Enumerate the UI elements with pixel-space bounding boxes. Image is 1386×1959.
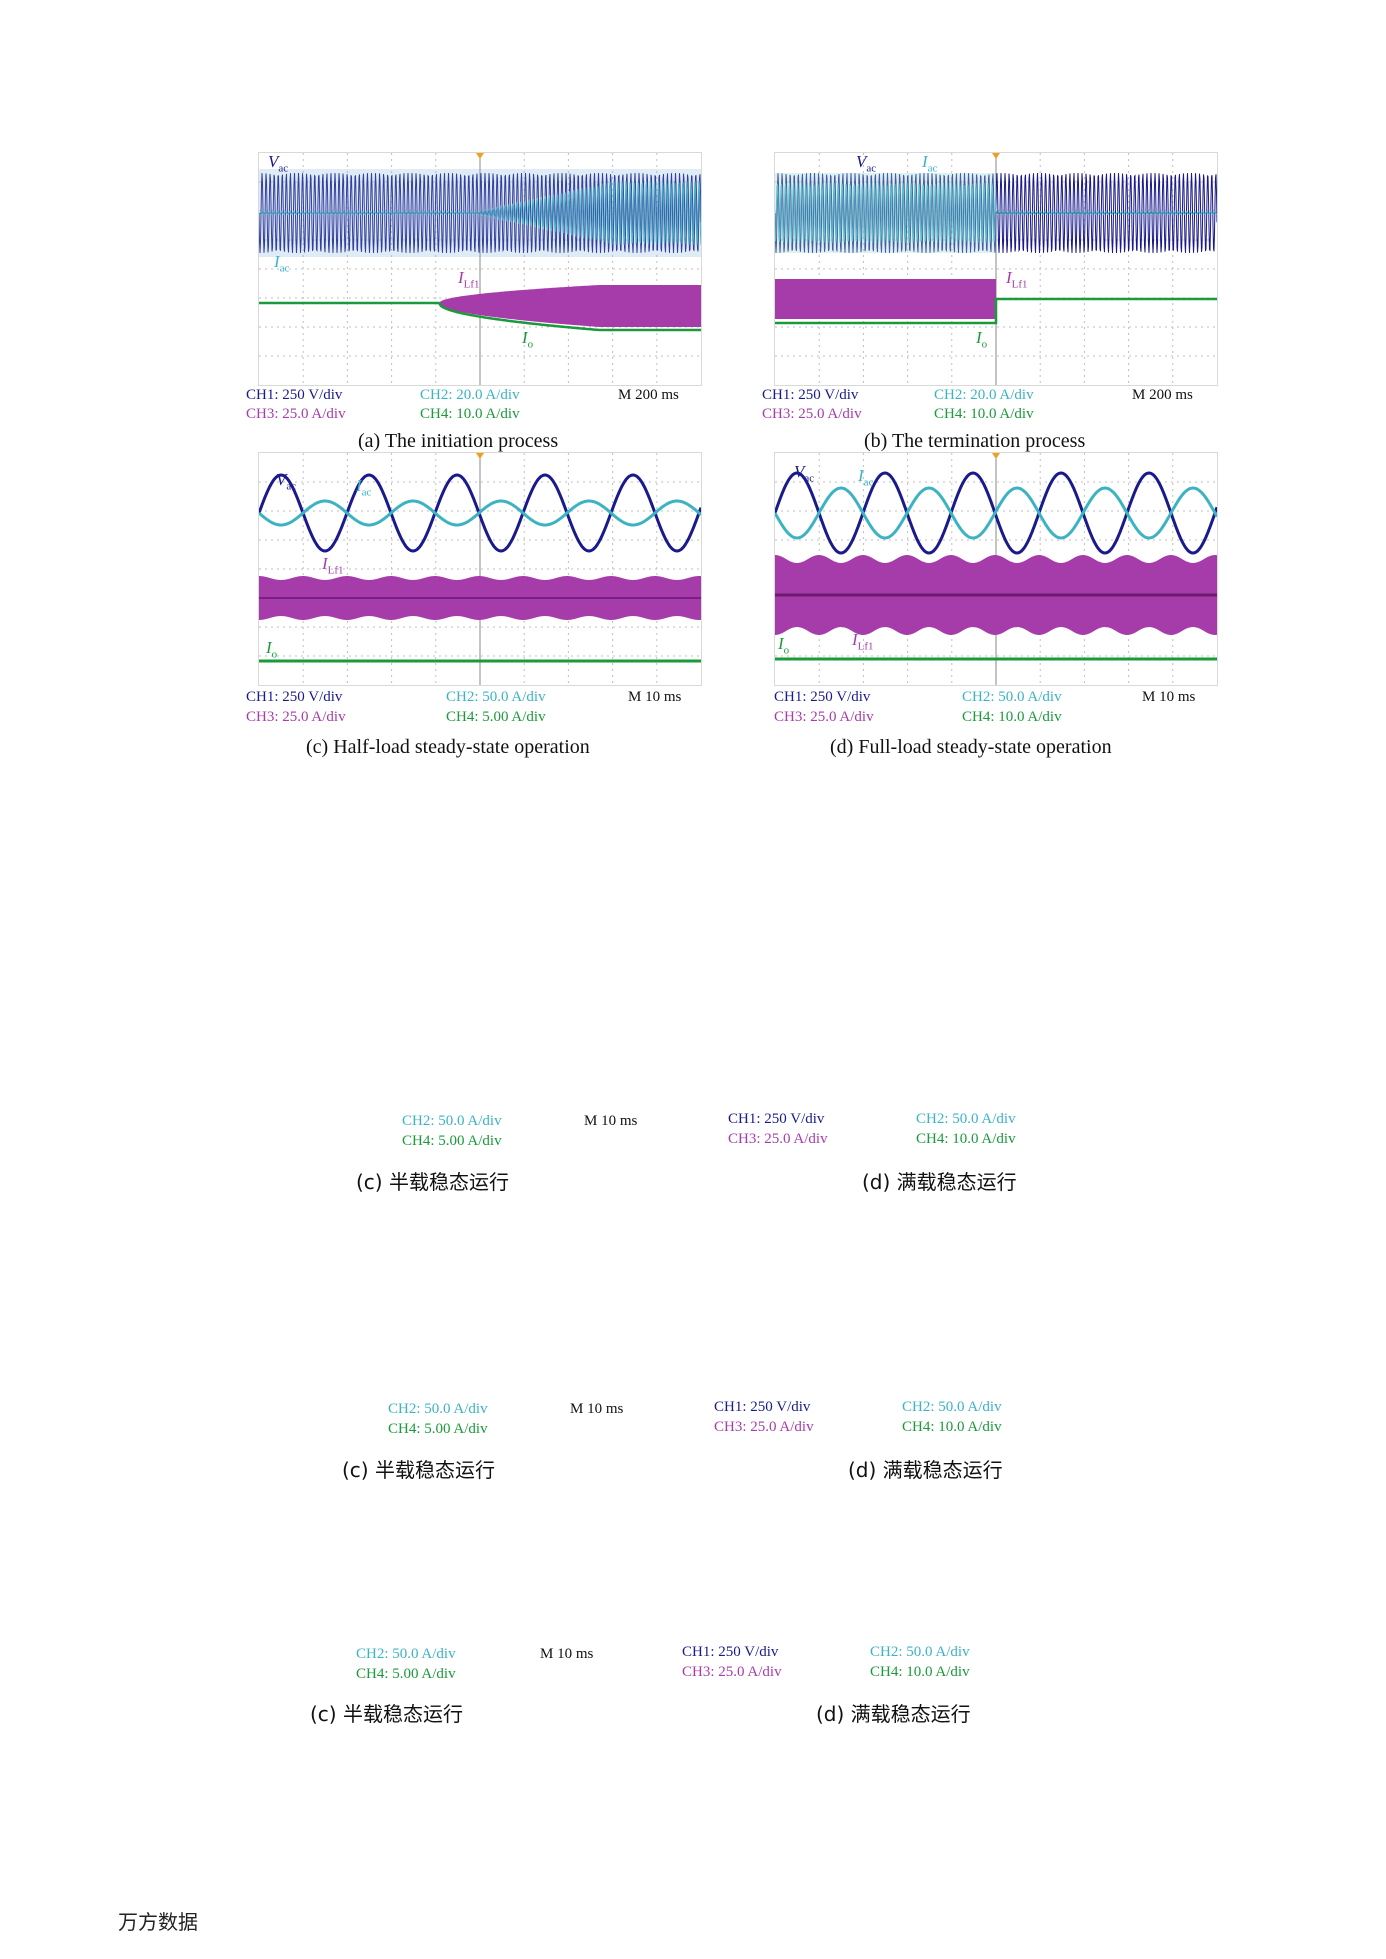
label-io-a: Io — [522, 328, 534, 351]
ghost3-right-ch4: CH4: 10.0 A/div — [870, 1664, 970, 1680]
ghost2-left-ch4: CH4: 5.00 A/div — [388, 1421, 488, 1437]
ch3-scale-d: CH3: 25.0 A/div — [774, 709, 874, 725]
ch2-trace — [259, 180, 701, 246]
oscilloscope-screen-c — [258, 452, 702, 686]
ghost3-left-time: M 10 ms — [540, 1646, 594, 1662]
label-ilf-c: ILf1 — [322, 554, 344, 577]
waveform-plot-a — [259, 153, 701, 385]
trigger-marker — [476, 453, 484, 459]
ch3-scale-a: CH3: 25.0 A/div — [246, 406, 346, 422]
oscilloscope-screen-a — [258, 152, 702, 386]
ghost2-right-ch2: CH2: 50.0 A/div — [902, 1399, 1002, 1415]
ch2-scale-b: CH2: 20.0 A/div — [934, 387, 1034, 403]
caption-b: (b) The termination process — [864, 430, 1086, 452]
label-io-b: Io — [976, 328, 988, 351]
ch1-scale-b: CH1: 250 V/div — [762, 387, 859, 403]
ch1-scale-a: CH1: 250 V/div — [246, 387, 343, 403]
ac-band-shade — [775, 173, 996, 253]
ghost3-right-ch1: CH1: 250 V/div — [682, 1644, 779, 1660]
ghost1-right-ch3: CH3: 25.0 A/div — [728, 1131, 828, 1147]
label-ilf-b: ILf1 — [1006, 268, 1028, 291]
ghost3-caption-c: (c) 半载稳态运行 — [310, 1702, 463, 1726]
ghost3-caption-d: (d) 满载稳态运行 — [816, 1702, 971, 1726]
label-io-c: Io — [266, 638, 278, 661]
oscilloscope-screen-d — [774, 452, 1218, 686]
caption-c: (c) Half-load steady-state operation — [306, 736, 590, 758]
trigger-marker — [992, 453, 1000, 459]
label-vac-d: Vac — [794, 462, 815, 485]
label-io-d: Io — [778, 634, 790, 657]
ghost2-right-ch4: CH4: 10.0 A/div — [902, 1419, 1002, 1435]
ghost2-right-ch1: CH1: 250 V/div — [714, 1399, 811, 1415]
waveform-plot-d — [775, 453, 1217, 685]
label-ilf-d: ILf1 — [852, 630, 874, 653]
trigger-marker — [476, 153, 484, 159]
waveform-plot-b — [775, 153, 1217, 385]
label-iac-b: Iac — [922, 152, 938, 175]
ch4-trace — [775, 297, 1217, 325]
ch2-trace — [775, 486, 1217, 540]
ch4-scale-a: CH4: 10.0 A/div — [420, 406, 520, 422]
caption-d: (d) Full-load steady-state operation — [830, 736, 1112, 758]
ghost3-right-ch3: CH3: 25.0 A/div — [682, 1664, 782, 1680]
ch3-scale-b: CH3: 25.0 A/div — [762, 406, 862, 422]
ghost2-caption-c: (c) 半载稳态运行 — [342, 1458, 495, 1482]
ghost1-left-ch4: CH4: 5.00 A/div — [402, 1133, 502, 1149]
time-scale-c: M 10 ms — [628, 689, 682, 705]
ch1-scale-d: CH1: 250 V/div — [774, 689, 871, 705]
ch1-trace — [259, 172, 701, 254]
ghost1-left-time: M 10 ms — [584, 1113, 638, 1129]
trigger-marker — [992, 153, 1000, 159]
ch1-trace — [259, 473, 701, 553]
ch1-scale-c: CH1: 250 V/div — [246, 689, 343, 705]
ch4-trace — [259, 301, 701, 332]
ch4-scale-d: CH4: 10.0 A/div — [962, 709, 1062, 725]
footer-watermark: 万方数据 — [118, 1910, 198, 1934]
label-iac-d: Iac — [858, 466, 874, 489]
ch3-trace — [259, 285, 701, 327]
ghost3-left-ch2: CH2: 50.0 A/div — [356, 1646, 456, 1662]
waveform-plot-c — [259, 453, 701, 685]
time-scale-a: M 200 ms — [618, 387, 679, 403]
ac-band-shade — [259, 169, 701, 257]
ghost2-left-ch2: CH2: 50.0 A/div — [388, 1401, 488, 1417]
label-vac-a: Vac — [268, 152, 289, 175]
ghost1-caption-d: (d) 满载稳态运行 — [862, 1170, 1017, 1194]
label-vac-c: Vac — [276, 470, 297, 493]
oscilloscope-screen-b — [774, 152, 1218, 386]
label-ilf-a: ILf1 — [458, 268, 480, 291]
ch4-scale-b: CH4: 10.0 A/div — [934, 406, 1034, 422]
ghost2-left-time: M 10 ms — [570, 1401, 624, 1417]
ch2-trace — [775, 182, 1217, 244]
ghost1-left-ch2: CH2: 50.0 A/div — [402, 1113, 502, 1129]
caption-a: (a) The initiation process — [358, 430, 559, 452]
ghost1-caption-c: (c) 半载稳态运行 — [356, 1170, 509, 1194]
ghost2-right-ch3: CH3: 25.0 A/div — [714, 1419, 814, 1435]
ch1-trace — [775, 471, 1217, 555]
ch4-scale-c: CH4: 5.00 A/div — [446, 709, 546, 725]
ghost1-right-ch4: CH4: 10.0 A/div — [916, 1131, 1016, 1147]
ch2-scale-a: CH2: 20.0 A/div — [420, 387, 520, 403]
ghost1-right-ch2: CH2: 50.0 A/div — [916, 1111, 1016, 1127]
ghost3-right-ch2: CH2: 50.0 A/div — [870, 1644, 970, 1660]
ghost2-caption-d: (d) 满载稳态运行 — [848, 1458, 1003, 1482]
ch2-scale-c: CH2: 50.0 A/div — [446, 689, 546, 705]
time-scale-b: M 200 ms — [1132, 387, 1193, 403]
time-scale-d: M 10 ms — [1142, 689, 1196, 705]
ch2-trace — [259, 499, 701, 527]
ghost3-left-ch4: CH4: 5.00 A/div — [356, 1666, 456, 1682]
ghost1-right-ch1: CH1: 250 V/div — [728, 1111, 825, 1127]
label-iac-a: Iac — [274, 252, 290, 275]
label-iac-c: Iac — [356, 476, 372, 499]
ch3-trace — [775, 279, 996, 319]
ch3-scale-c: CH3: 25.0 A/div — [246, 709, 346, 725]
label-vac-b: Vac — [856, 152, 877, 175]
ch2-scale-d: CH2: 50.0 A/div — [962, 689, 1062, 705]
